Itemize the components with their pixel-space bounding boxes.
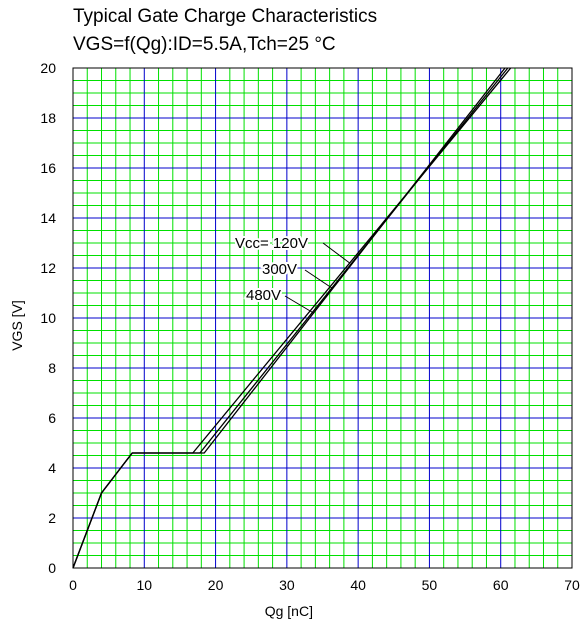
x-tick-label: 30 [279,577,295,593]
series-label: 300V [262,261,297,278]
series-label: Vcc= 120V [235,235,308,252]
x-tick-label: 40 [350,577,366,593]
x-tick-label: 10 [136,577,152,593]
y-tick-label: 6 [48,410,56,426]
annotation-leader [284,295,314,314]
y-tick-label: 0 [48,560,56,576]
chart-title: Typical Gate Charge Characteristics [73,6,378,27]
annotations: Vcc= 120V 300V 480V [233,233,350,314]
x-tick-label: 60 [493,577,509,593]
series-lines [72,67,512,569]
x-tick-label: 20 [208,577,224,593]
x-axis-label: Qg [nC] [265,603,313,619]
y-tick-label: 10 [40,310,56,326]
x-tick-label: 70 [564,577,580,593]
y-tick-label: 18 [40,110,56,126]
y-tick-label: 12 [40,260,56,276]
annotation-leader [304,269,333,289]
y-tick-label: 16 [40,160,56,176]
series-label: 480V [246,287,281,304]
y-axis-label: VGS [V] [9,300,25,351]
annotation-leader [322,242,350,264]
y-tick-label: 14 [40,210,56,226]
x-tick-label: 0 [69,577,77,593]
series-line-2 [72,67,506,569]
y-tick-label: 2 [48,510,56,526]
y-tick-label: 8 [48,360,56,376]
plot-frame [72,67,573,569]
chart-subtitle: VGS=f(Qg):ID=5.5A,Tch=25 °C [73,34,336,55]
x-tick-labels: 0 10 20 30 40 50 60 70 [69,577,580,593]
y-tick-label: 20 [40,60,56,76]
y-tick-label: 4 [48,460,56,476]
x-tick-label: 50 [422,577,438,593]
y-tick-labels: 0 2 4 6 8 10 12 14 16 18 20 [40,60,56,576]
